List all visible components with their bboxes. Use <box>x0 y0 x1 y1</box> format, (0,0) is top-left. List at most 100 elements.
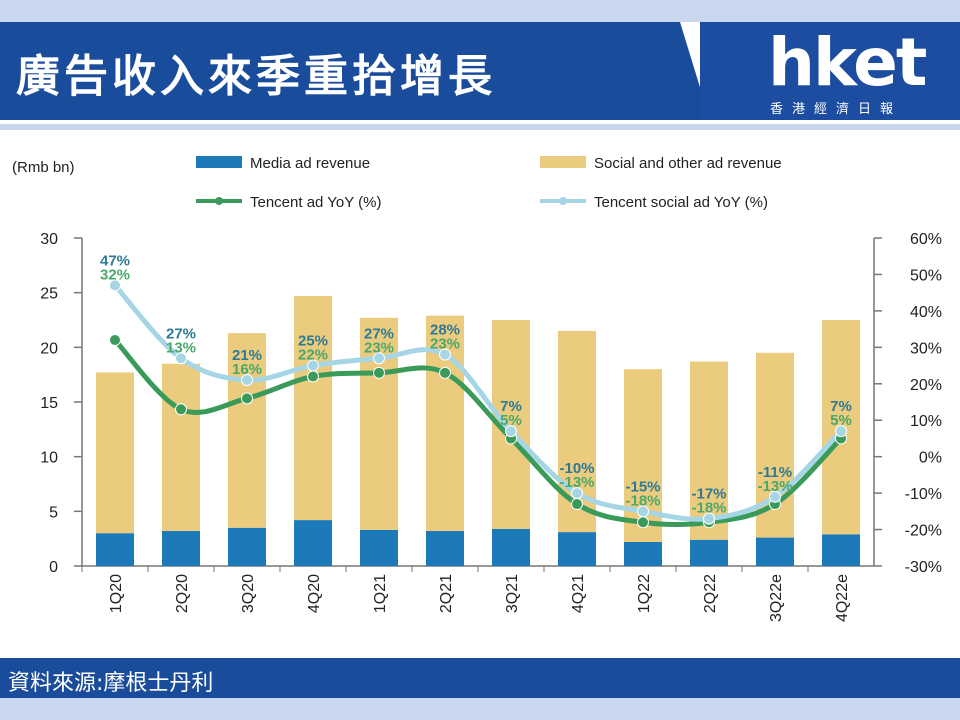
legend-marker-tencent <box>215 197 223 205</box>
data-label-tencent-yoy: 16% <box>232 361 262 378</box>
point-tencent-ad-yoy <box>571 498 583 511</box>
data-label-tencent-yoy: 32% <box>100 266 130 283</box>
y-tick-label: 15 <box>40 395 58 412</box>
data-label-social-yoy: 7% <box>830 398 852 415</box>
data-label-social-yoy: 27% <box>166 325 196 342</box>
top-decor-strip <box>0 0 960 22</box>
ad-revenue-chart: (Rmb bn) Media ad revenue Social and other… <box>12 155 942 622</box>
point-tencent-ad-yoy <box>637 516 649 529</box>
y-tick-label: 30 <box>40 231 58 248</box>
legend-swatch-media <box>196 156 242 168</box>
bar-media <box>294 520 332 566</box>
legend-label-tencent: Tencent ad YoY (%) <box>250 194 381 211</box>
point-tencent-social-yoy <box>703 512 715 525</box>
point-tencent-social-yoy <box>373 352 385 365</box>
data-label-social-yoy: -11% <box>758 464 792 481</box>
data-label-social-yoy: 7% <box>500 398 522 415</box>
y2-tick-label: 20% <box>910 377 942 394</box>
y-tick-label: 5 <box>49 504 58 521</box>
hket-logo: hket 香港經濟日報 <box>700 22 960 120</box>
data-label-social-yoy: -15% <box>625 478 660 495</box>
data-label-tencent-yoy: 5% <box>830 412 852 429</box>
x-tick-label: 3Q22e <box>768 574 785 622</box>
data-label-tencent-yoy: -18% <box>625 492 660 509</box>
y2-tick-label: -10% <box>905 486 942 503</box>
page-title: 廣告收入來季重拾增長 <box>16 51 496 102</box>
y2-tick-label: 30% <box>910 340 942 357</box>
data-label-tencent-yoy: -13% <box>757 478 792 495</box>
y-tick-label: 25 <box>40 286 58 303</box>
bar-media <box>690 539 728 566</box>
x-tick-label: 3Q20 <box>240 574 257 613</box>
x-tick-label: 2Q20 <box>174 574 191 613</box>
data-label-tencent-yoy: 23% <box>364 339 394 356</box>
point-tencent-social-yoy <box>505 425 517 438</box>
y-tick-label: 0 <box>49 559 58 576</box>
data-label-tencent-yoy: 5% <box>500 412 522 429</box>
bar-social <box>162 363 200 532</box>
header-divider <box>0 124 960 130</box>
point-tencent-ad-yoy <box>439 366 451 379</box>
y2-tick-label: 50% <box>910 267 942 284</box>
point-tencent-social-yoy <box>571 487 583 500</box>
x-tick-label: 1Q21 <box>372 574 389 613</box>
point-tencent-social-yoy <box>769 490 781 503</box>
point-tencent-social-yoy <box>175 352 187 365</box>
point-tencent-ad-yoy <box>109 334 121 347</box>
point-tencent-ad-yoy <box>307 370 319 383</box>
y-unit-label: (Rmb bn) <box>12 159 75 176</box>
y2-tick-label: 0% <box>919 450 942 467</box>
data-label-social-yoy: -10% <box>559 460 594 477</box>
logo-wordmark: hket <box>768 24 927 101</box>
x-tick-label: 4Q20 <box>306 574 323 613</box>
point-tencent-ad-yoy <box>373 366 385 379</box>
data-label-social-yoy: 27% <box>364 325 394 342</box>
y2-tick-label: -20% <box>905 523 942 540</box>
x-tick-label: 2Q22 <box>702 574 719 613</box>
bar-media <box>624 541 662 566</box>
bottom-decor-strip <box>0 698 960 720</box>
data-label-social-yoy: -17% <box>691 486 726 503</box>
legend-swatch-social <box>540 156 586 168</box>
point-tencent-ad-yoy <box>175 403 187 416</box>
data-label-social-yoy: 47% <box>100 252 130 269</box>
point-tencent-social-yoy <box>109 279 121 292</box>
y-tick-label: 10 <box>40 450 58 467</box>
x-tick-label: 4Q21 <box>570 574 587 613</box>
data-label-tencent-yoy: 23% <box>430 336 460 353</box>
legend-marker-social-yoy <box>559 197 567 205</box>
data-label-social-yoy: 21% <box>232 347 262 364</box>
bar-media <box>96 533 134 566</box>
y-tick-label: 20 <box>40 340 58 357</box>
bar-social <box>228 333 266 528</box>
data-label-tencent-yoy: -13% <box>559 474 594 491</box>
bar-media <box>822 534 860 566</box>
bar-media <box>162 531 200 566</box>
bar-social <box>690 361 728 540</box>
bar-social <box>294 295 332 521</box>
point-tencent-social-yoy <box>241 374 253 387</box>
bar-media <box>360 529 398 566</box>
x-tick-label: 1Q22 <box>636 574 653 613</box>
line-tencent-social-yoy <box>113 283 843 522</box>
legend-label-media: Media ad revenue <box>250 155 370 172</box>
x-tick-label: 2Q21 <box>438 574 455 613</box>
data-label-tencent-yoy: 22% <box>298 347 328 364</box>
bar-media <box>426 531 464 566</box>
x-tick-label: 1Q20 <box>108 574 125 613</box>
y2-tick-label: -30% <box>905 559 942 576</box>
legend-label-social-yoy: Tencent social ad YoY (%) <box>594 194 768 211</box>
bar-social <box>96 372 134 534</box>
point-tencent-social-yoy <box>637 505 649 518</box>
bar-media <box>558 532 596 566</box>
point-tencent-ad-yoy <box>241 392 253 405</box>
title-background: 廣告收入來季重拾增長 <box>0 22 760 120</box>
point-tencent-social-yoy <box>307 359 319 372</box>
legend-label-social: Social and other ad revenue <box>594 155 782 172</box>
footer-bar: 資料來源:摩根士丹利 <box>0 658 960 698</box>
point-tencent-social-yoy <box>439 348 451 361</box>
data-label-social-yoy: 25% <box>298 333 328 350</box>
point-tencent-social-yoy <box>835 425 847 438</box>
x-tick-label: 4Q22e <box>834 574 851 622</box>
x-tick-label: 3Q21 <box>504 574 521 613</box>
